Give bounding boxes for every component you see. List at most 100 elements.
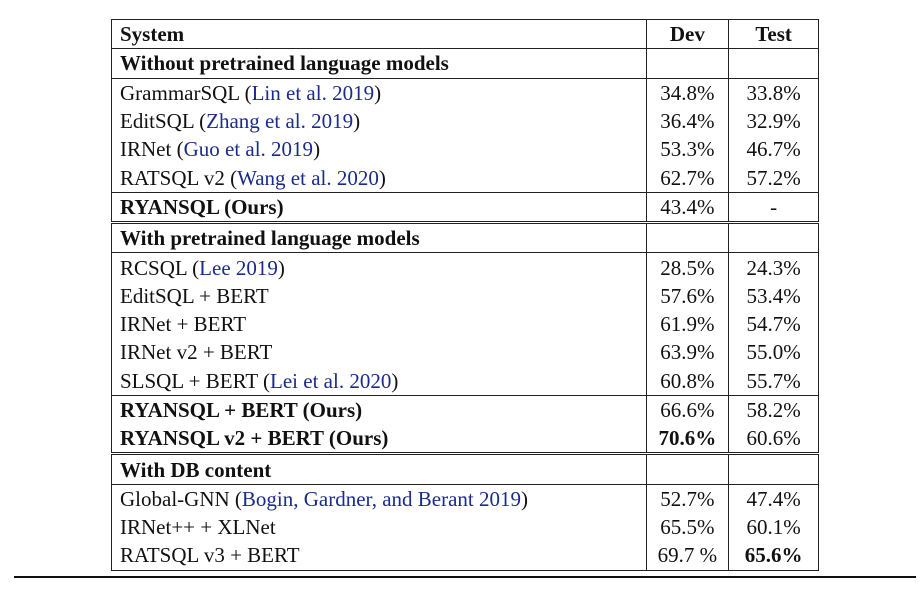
test-score-cell: 53.4% — [728, 281, 819, 310]
section-empty-cell — [728, 452, 819, 485]
citation-link[interactable]: Zhang et al. 2019 — [206, 109, 354, 134]
system-name: GrammarSQL — [120, 80, 240, 105]
section-empty-cell — [645, 48, 730, 79]
table-row: IRNet (Guo et al. 2019) 53.3% 46.7% — [111, 135, 819, 164]
system-name: IRNet++ + XLNet — [120, 515, 276, 540]
table-row: RATSQL v3 + BERT 69.7 % 65.6% — [111, 541, 819, 571]
table-row: SLSQL + BERT (Lei et al. 2020) 60.8% 55.7% — [111, 366, 819, 396]
system-cell: EditSQL + BERT — [111, 281, 647, 310]
system-cell: IRNet + BERT — [111, 309, 647, 339]
header-dev: Dev — [645, 18, 730, 49]
results-table: System Dev Test Without pretrained langu… — [111, 18, 819, 571]
citation-link[interactable]: Lei et al. 2020 — [270, 368, 392, 393]
citation-link[interactable]: Guo et al. 2019 — [183, 137, 314, 162]
page-bottom-rule — [14, 576, 916, 578]
table-row: RYANSQL (Ours) 43.4% - — [111, 191, 819, 223]
test-score-cell: 55.7% — [728, 366, 819, 396]
system-name: RYANSQL + BERT (Ours) — [120, 398, 363, 422]
system-name: RATSQL v3 + BERT — [120, 543, 300, 568]
dev-score-cell: 34.8% — [645, 77, 730, 107]
system-name: Global-GNN — [120, 486, 230, 511]
section-title: With pretrained language models — [111, 221, 647, 253]
system-cell: RCSQL (Lee 2019) — [111, 252, 647, 282]
test-score-cell: 60.6% — [728, 424, 819, 454]
table-row: IRNet + BERT 61.9% 54.7% — [111, 309, 819, 339]
test-score-cell: 24.3% — [728, 252, 819, 282]
system-cell: SLSQL + BERT (Lei et al. 2020) — [111, 366, 647, 396]
section-empty-cell — [728, 221, 819, 253]
system-cell: Global-GNN (Bogin, Gardner, and Berant 2… — [111, 483, 647, 514]
dev-score-cell: 61.9% — [645, 309, 730, 339]
table-row: IRNet v2 + BERT 63.9% 55.0% — [111, 338, 819, 367]
citation-link[interactable]: Wang et al. 2020 — [237, 165, 379, 190]
citation-link[interactable]: Lin et al. 2019 — [251, 80, 375, 105]
test-score-cell: 54.7% — [728, 309, 819, 339]
system-name: EditSQL — [120, 109, 194, 134]
table-row: IRNet++ + XLNet 65.5% 60.1% — [111, 513, 819, 542]
citation-link[interactable]: Bogin, Gardner, and Berant 2019 — [241, 486, 521, 511]
test-score-cell: 32.9% — [728, 106, 819, 136]
test-score-cell: 46.7% — [728, 135, 819, 164]
dev-score-cell: 69.7 % — [645, 541, 730, 571]
test-score-cell: 58.2% — [728, 394, 819, 425]
section-title: With DB content — [111, 452, 647, 485]
system-name: RYANSQL (Ours) — [120, 194, 284, 219]
dev-score-cell: 53.3% — [645, 135, 730, 164]
table-row: RATSQL v2 (Wang et al. 2020) 62.7% 57.2% — [111, 163, 819, 193]
test-score-cell: 55.0% — [728, 338, 819, 367]
system-cell: IRNet++ + XLNet — [111, 513, 647, 542]
system-name: RCSQL — [120, 255, 187, 280]
system-cell: GrammarSQL (Lin et al. 2019) — [111, 77, 647, 107]
dev-score-cell: 65.5% — [645, 513, 730, 542]
system-cell: RYANSQL (Ours) — [111, 191, 647, 223]
system-cell: RATSQL v2 (Wang et al. 2020) — [111, 163, 647, 193]
dev-score-cell: 43.4% — [645, 191, 730, 223]
dev-score-cell: 36.4% — [645, 106, 730, 136]
header-test: Test — [728, 18, 819, 49]
table-row: EditSQL (Zhang et al. 2019) 36.4% 32.9% — [111, 106, 819, 136]
dev-score-cell: 66.6% — [645, 394, 730, 425]
test-score-cell: 33.8% — [728, 77, 819, 107]
section-header-row: With DB content — [111, 452, 819, 485]
test-score-cell: 65.6% — [728, 541, 819, 571]
dev-score-cell: 28.5% — [645, 252, 730, 282]
system-cell: EditSQL (Zhang et al. 2019) — [111, 106, 647, 136]
test-score-cell: 57.2% — [728, 163, 819, 193]
dev-score-cell: 70.6% — [645, 424, 730, 454]
system-cell: IRNet v2 + BERT — [111, 338, 647, 367]
system-name: IRNet — [120, 137, 172, 162]
table-row: Global-GNN (Bogin, Gardner, and Berant 2… — [111, 483, 819, 514]
test-score-cell: 60.1% — [728, 513, 819, 542]
system-name: IRNet + BERT — [120, 312, 247, 337]
system-name: RATSQL v2 — [120, 165, 225, 190]
section-empty-cell — [645, 452, 730, 485]
system-name: SLSQL + BERT — [120, 368, 258, 393]
test-score-cell: 47.4% — [728, 483, 819, 514]
table-row: GrammarSQL (Lin et al. 2019) 34.8% 33.8% — [111, 77, 819, 107]
system-cell: RYANSQL + BERT (Ours) — [111, 394, 647, 425]
system-cell: RYANSQL v2 + BERT (Ours) — [111, 424, 647, 454]
dev-score-cell: 62.7% — [645, 163, 730, 193]
table-header-row: System Dev Test — [111, 18, 819, 49]
dev-score-cell: 57.6% — [645, 281, 730, 310]
table-row: RCSQL (Lee 2019) 28.5% 24.3% — [111, 252, 819, 282]
system-name: EditSQL + BERT — [120, 283, 269, 308]
section-header-row: With pretrained language models — [111, 221, 819, 253]
section-empty-cell — [645, 221, 730, 253]
table-row: RYANSQL + BERT (Ours) 66.6% 58.2% — [111, 394, 819, 425]
table-row: EditSQL + BERT 57.6% 53.4% — [111, 281, 819, 310]
citation-link[interactable]: Lee 2019 — [199, 255, 278, 280]
system-name: IRNet v2 + BERT — [120, 340, 273, 365]
section-title: Without pretrained language models — [111, 48, 647, 79]
header-system: System — [111, 18, 647, 49]
section-empty-cell — [728, 48, 819, 79]
dev-score-cell: 60.8% — [645, 366, 730, 396]
table-row: RYANSQL v2 + BERT (Ours) 70.6% 60.6% — [111, 424, 819, 454]
system-cell: RATSQL v3 + BERT — [111, 541, 647, 571]
dev-score-cell: 63.9% — [645, 338, 730, 367]
system-cell: IRNet (Guo et al. 2019) — [111, 135, 647, 164]
system-name: RYANSQL v2 + BERT (Ours) — [120, 426, 389, 451]
section-header-row: Without pretrained language models — [111, 48, 819, 79]
test-score-cell: - — [728, 191, 819, 223]
dev-score-cell: 52.7% — [645, 483, 730, 514]
